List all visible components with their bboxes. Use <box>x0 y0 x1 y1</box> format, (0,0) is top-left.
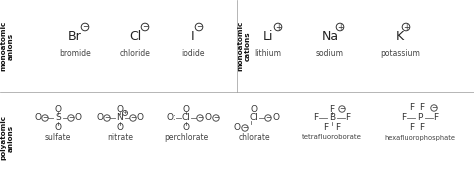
Text: sodium: sodium <box>316 49 344 59</box>
Text: −: − <box>339 106 345 112</box>
Text: chloride: chloride <box>119 49 150 59</box>
Text: O: O <box>137 114 144 123</box>
Text: N: N <box>117 114 123 123</box>
Text: O: O <box>182 123 190 132</box>
Text: −: − <box>104 115 110 121</box>
Text: F: F <box>401 114 407 123</box>
Text: O: O <box>117 105 124 114</box>
Text: O: O <box>55 123 62 132</box>
Text: O: O <box>74 114 82 123</box>
Text: −: − <box>431 105 437 111</box>
Text: sulfate: sulfate <box>45 132 71 141</box>
Text: +: + <box>275 22 281 31</box>
Text: O: O <box>55 105 62 114</box>
Text: O: O <box>182 105 190 114</box>
Text: O: O <box>250 105 257 114</box>
Text: O: O <box>273 114 280 123</box>
Text: monoatomic
cations: monoatomic cations <box>237 21 251 71</box>
Text: nitrate: nitrate <box>107 132 133 141</box>
Text: F: F <box>313 114 319 123</box>
Text: P: P <box>417 114 423 123</box>
Text: +: + <box>123 111 128 116</box>
Text: −: − <box>68 115 74 121</box>
Text: polyatomic
anions: polyatomic anions <box>0 116 14 160</box>
Text: perchlorate: perchlorate <box>164 132 208 141</box>
Text: F: F <box>346 114 351 123</box>
Text: −: − <box>242 125 248 131</box>
Text: O: O <box>97 114 103 123</box>
Text: Cl: Cl <box>250 114 258 123</box>
Text: −: − <box>42 115 48 121</box>
Text: O: O <box>204 114 211 123</box>
Text: Li: Li <box>263 29 273 43</box>
Text: I: I <box>191 29 195 43</box>
Text: −: − <box>213 115 219 121</box>
Text: Cl: Cl <box>182 114 191 123</box>
Text: −: − <box>265 115 271 121</box>
Text: K: K <box>396 29 404 43</box>
Text: O:: O: <box>166 114 176 123</box>
Text: −: − <box>82 22 88 31</box>
Text: O: O <box>234 123 240 132</box>
Text: F: F <box>419 103 425 112</box>
Text: Br: Br <box>68 29 82 43</box>
Text: hexafluorophosphate: hexafluorophosphate <box>384 135 456 141</box>
Text: potassium: potassium <box>380 49 420 59</box>
Text: monoatomic
anions: monoatomic anions <box>0 21 14 71</box>
Text: F: F <box>323 123 328 132</box>
Text: iodide: iodide <box>181 49 205 59</box>
Text: Na: Na <box>321 29 338 43</box>
Text: F: F <box>410 103 415 112</box>
Text: bromide: bromide <box>59 49 91 59</box>
Text: F: F <box>329 105 335 114</box>
Text: −: − <box>196 22 202 31</box>
Text: B: B <box>329 114 335 123</box>
Text: −: − <box>130 115 136 121</box>
Text: chlorate: chlorate <box>238 132 270 141</box>
Text: +: + <box>337 22 343 31</box>
Text: F: F <box>419 123 425 132</box>
Text: −: − <box>142 22 148 31</box>
Text: S: S <box>55 114 61 123</box>
Text: O: O <box>117 123 124 132</box>
Text: F: F <box>433 114 438 123</box>
Text: tetrafluoroborate: tetrafluoroborate <box>302 134 362 140</box>
Text: Cl: Cl <box>129 29 141 43</box>
Text: F: F <box>336 123 340 132</box>
Text: F: F <box>410 123 415 132</box>
Text: −: − <box>197 115 203 121</box>
Text: lithium: lithium <box>255 49 282 59</box>
Text: O: O <box>35 114 42 123</box>
Text: +: + <box>403 22 409 31</box>
